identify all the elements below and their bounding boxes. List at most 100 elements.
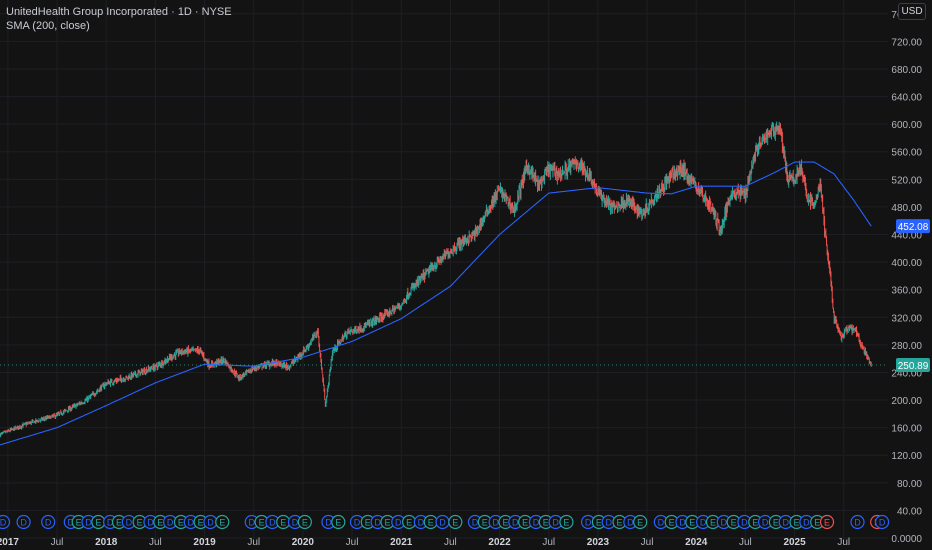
event-glyph: E: [596, 518, 602, 528]
earnings-icon: [331, 514, 346, 530]
y-tick-label: 720.00: [891, 37, 922, 48]
candles: [0, 121, 872, 438]
x-tick-label: Jul: [444, 537, 457, 548]
y-axis: 0.0000 40.00 80.00 120.00 160.00 200.00 240.00…: [891, 10, 922, 545]
event-glyph: D: [658, 518, 665, 528]
sma-price-badge-bg: [896, 219, 930, 234]
event-glyph: D: [700, 518, 707, 528]
x-tick-label: 2024: [685, 537, 708, 548]
x-tick-label: Jul: [641, 537, 654, 548]
event-glyph: E: [76, 518, 82, 528]
event-glyph: D: [20, 518, 27, 528]
event-glyph: D: [354, 518, 361, 528]
event-glyph: D: [605, 518, 612, 528]
event-glyph: D: [269, 518, 276, 528]
event-glyph: D: [741, 518, 748, 528]
y-tick-label: 520.00: [891, 175, 922, 186]
x-tick-label: 2021: [390, 537, 413, 548]
event-glyph: D: [585, 518, 592, 528]
x-tick-label: Jul: [837, 537, 850, 548]
earnings-icon: [297, 514, 312, 530]
event-glyph: E: [502, 518, 508, 528]
sma-line: [0, 161, 872, 446]
event-glyph: D: [292, 518, 299, 528]
y-tick-label: 120.00: [891, 451, 922, 462]
event-glyph: E: [617, 518, 623, 528]
event-glyph: E: [543, 518, 549, 528]
event-glyph: D: [126, 518, 133, 528]
event-glyph: D: [207, 518, 214, 528]
x-tick-label: Jul: [149, 537, 162, 548]
event-glyph: E: [198, 518, 204, 528]
event-glyph: D: [188, 518, 195, 528]
y-tick-label: 360.00: [891, 286, 922, 297]
currency-button[interactable]: USD: [898, 3, 926, 20]
event-glyph: E: [669, 518, 675, 528]
y-tick-label: 320.00: [891, 313, 922, 324]
event-glyph: D: [439, 518, 446, 528]
event-glyph: D: [552, 518, 559, 528]
event-glyph: E: [731, 518, 737, 528]
event-glyph: E: [563, 518, 569, 528]
event-glyph: E: [178, 518, 184, 528]
chart-legend: UnitedHealth Group Incorporated · 1D · N…: [6, 5, 232, 33]
event-glyph: D: [492, 518, 499, 528]
last-price-badge: 250.89: [896, 357, 930, 372]
event-glyph: D: [147, 518, 154, 528]
grid-lines: [0, 0, 888, 539]
earnings-icon: [559, 514, 574, 530]
event-glyph: E: [824, 518, 830, 528]
event-glyph: E: [773, 518, 779, 528]
x-tick-label: 2025: [783, 537, 806, 548]
y-tick-label: 400.00: [891, 258, 922, 269]
sma-price-badge: 452.08: [896, 219, 930, 234]
event-glyph: E: [752, 518, 758, 528]
sma-price-badge-text: 452.08: [898, 222, 929, 233]
indicator-label[interactable]: SMA (200, close): [6, 20, 90, 32]
y-tick-label: 600.00: [891, 120, 922, 131]
event-glyph: E: [335, 518, 341, 528]
last-price-badge-bg: [896, 357, 930, 372]
event-glyph: D: [533, 518, 540, 528]
y-tick-label: 560.00: [891, 148, 922, 159]
event-glyph: D: [512, 518, 519, 528]
event-glyph: D: [248, 518, 255, 528]
event-glyph: E: [95, 518, 101, 528]
y-tick-label: 160.00: [891, 424, 922, 435]
event-glyph: E: [637, 518, 643, 528]
dividend-icon: [41, 514, 56, 530]
y-tick-label: 640.00: [891, 93, 922, 104]
event-glyph: D: [879, 518, 886, 528]
event-glyph: D: [167, 518, 174, 528]
y-tick-label: 40.00: [897, 506, 922, 517]
event-glyph: E: [157, 518, 163, 528]
event-glyph: E: [452, 518, 458, 528]
earnings-icon: [448, 514, 463, 530]
earnings-icon: [633, 514, 648, 530]
event-glyph: D: [418, 518, 425, 528]
symbol-title[interactable]: UnitedHealth Group Incorporated · 1D · N…: [6, 6, 232, 18]
y-tick-label: 240.00: [891, 368, 922, 379]
x-tick-label: Jul: [51, 537, 64, 548]
event-glyph: E: [814, 518, 820, 528]
x-tick-label: Jul: [346, 537, 359, 548]
event-glyph: E: [365, 518, 371, 528]
event-glyph: D: [68, 518, 75, 528]
event-glyph: E: [406, 518, 412, 528]
event-glyph: D: [395, 518, 402, 528]
dividend-icon: [16, 514, 31, 530]
event-glyph: D: [803, 518, 810, 528]
event-glyph: E: [280, 518, 286, 528]
x-axis: 2017 Jul 2018 Jul 2019 Jul 2020 Jul 2021 Jul 2022 J…: [0, 537, 850, 548]
x-tick-label: Jul: [739, 537, 752, 548]
dividend-icon: [850, 514, 865, 530]
event-glyph: D: [854, 518, 861, 528]
event-glyph: E: [219, 518, 225, 528]
y-tick-label: 440.00: [891, 231, 922, 242]
event-glyph: E: [137, 518, 143, 528]
x-tick-label: 2020: [292, 537, 315, 548]
x-tick-label: 2019: [193, 537, 216, 548]
event-glyph: D: [679, 518, 686, 528]
